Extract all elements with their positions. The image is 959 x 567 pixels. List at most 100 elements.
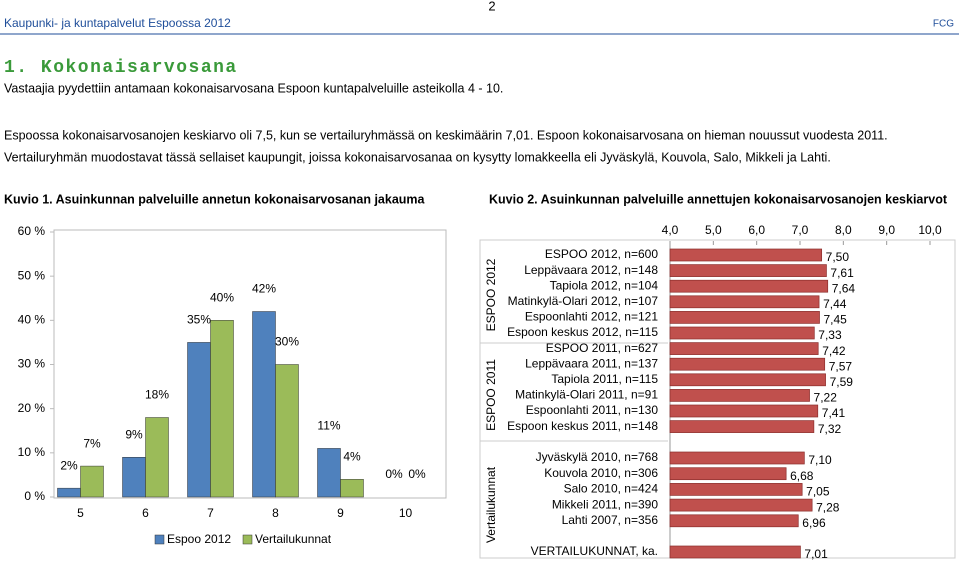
page-number: 2 [488,0,495,13]
value-label: 7,01 [804,547,828,561]
category-label: Matinkylä-Olari 2012, n=107 [508,294,659,308]
value-label: 7,32 [818,422,842,436]
bar [669,389,810,402]
value-label: 7,10 [808,453,832,467]
group-label: Vertailukunnat [484,466,498,543]
value-label: 30% [275,335,299,349]
value-label: 40% [210,291,234,305]
category-label: Tapiola 2011, n=115 [551,372,658,386]
x-tick-label: 4,0 [662,223,679,237]
bar [669,514,799,528]
x-tick-label: 9,0 [878,223,895,237]
group-label: ESPOO 2012 [484,258,498,331]
bar [669,404,819,418]
paragraph-line: Espoossa kokonaisarvosanojen keskiarvo o… [4,128,888,142]
y-tick-label: 40 % [18,313,46,327]
y-tick-label: 10 % [18,445,46,459]
value-label: 42% [252,282,276,296]
bar [669,342,819,355]
category-label: Leppävaara 2011, n=137 [525,356,658,370]
bar [669,373,826,387]
category-label: Espoon keskus 2012, n=115 [507,325,658,339]
bar [669,248,823,262]
bar [80,465,104,498]
y-tick-label: 60 % [18,224,46,238]
value-label: 7,22 [814,391,838,405]
value-label: 7,61 [830,266,854,280]
value-label: 7,59 [830,375,854,389]
value-label: 11% [317,419,340,433]
bar [210,320,234,498]
category-label: VERTAILUKUNNAT, ka. [531,544,658,558]
value-label: 6,96 [802,516,826,530]
category-label: Matinkylä-Olari 2011, n=91 [515,388,658,402]
value-label: 7,33 [818,328,842,342]
bar [317,448,341,498]
bar [669,311,820,324]
x-tick-label: 8,0 [835,223,852,237]
category-label: Espoon keskus 2011, n=148 [507,419,658,433]
value-label: 6,68 [790,469,814,483]
bar [252,311,276,498]
category-label: Espoonlahti 2011, n=130 [526,403,659,417]
category-label: ESPOO 2012, n=600 [545,247,658,261]
chart-title: Kuvio 1. Asuinkunnan palveluille annetun… [4,192,426,206]
x-tick-label: 5,0 [705,223,722,237]
value-label: 7,41 [822,406,846,420]
bar [669,467,787,481]
bar [669,357,826,371]
x-tick-label: 5 [77,506,84,520]
category-label: Kouvola 2010, n=306 [544,466,658,480]
bar [122,457,146,498]
x-tick-label: 7 [207,506,214,520]
x-tick-label: 9 [337,506,344,520]
category-label: Lahti 2007, n=356 [562,513,659,527]
value-label: 4% [343,450,361,464]
bar [340,479,364,498]
bar [669,420,815,433]
paragraph-line: Vertailuryhmän muodostavat tässä sellais… [4,150,831,164]
value-label: 7,44 [823,297,847,311]
bar [669,326,815,340]
value-label: 7,42 [822,344,846,358]
bar [187,342,211,498]
bar [669,451,805,465]
value-label: 7,64 [832,281,856,295]
value-label: 7,45 [824,313,848,327]
x-tick-label: 6 [142,506,149,520]
bar [669,483,803,496]
y-tick-label: 30 % [18,357,46,371]
value-label: 18% [145,388,169,402]
chart-title: Kuvio 2. Asuinkunnan palveluille annettu… [489,192,948,206]
category-label: Mikkeli 2011, n=390 [552,497,659,511]
x-tick-label: 7,0 [792,223,809,237]
category-label: Espoonlahti 2012, n=121 [525,310,658,324]
bar [275,364,299,498]
x-tick-label: 10,0 [918,223,942,237]
group-label: ESPOO 2011 [484,359,498,431]
value-label: 7,50 [826,250,850,264]
legend-label: Vertailukunnat [255,532,332,546]
category-label: Leppävaara 2012, n=148 [524,263,658,277]
y-tick-label: 50 % [18,268,46,282]
category-label: Tapiola 2012, n=104 [550,278,659,292]
x-tick-label: 10 [399,506,413,520]
bar [669,279,829,293]
heading: 1. Kokonaisarvosana [4,58,238,78]
plot-frame [53,229,447,499]
category-label: ESPOO 2011, n=627 [546,341,659,355]
bar [669,264,827,277]
x-tick-label: 6,0 [748,223,765,237]
bar [669,498,813,512]
legend-label: Espoo 2012 [167,532,231,546]
value-label: 7% [83,436,101,450]
value-label: 7,57 [829,359,853,373]
value-label: 2% [60,458,78,472]
subtitle: Vastaajia pyydettiin antamaan kokonaisar… [4,81,503,95]
value-label: 7,05 [806,485,830,499]
value-label: 9% [125,427,143,441]
category-label: Salo 2010, n=424 [564,482,659,496]
bar [57,487,81,498]
